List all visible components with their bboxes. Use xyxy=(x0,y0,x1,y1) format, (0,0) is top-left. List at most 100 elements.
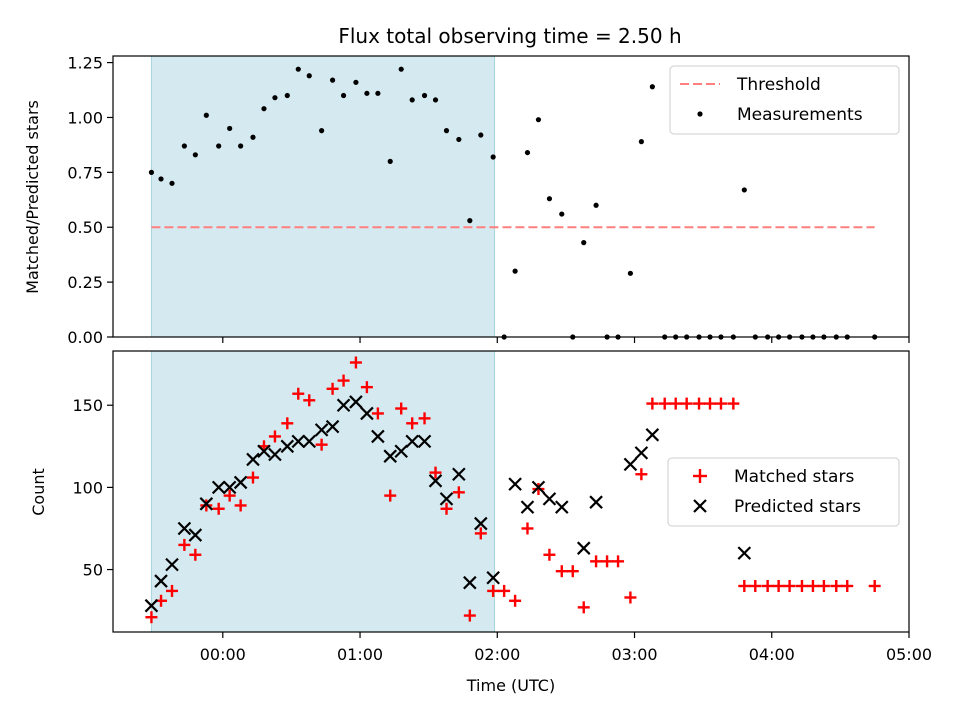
predicted-stars-point xyxy=(645,428,660,442)
predicted-legend-label: Predicted stars xyxy=(734,497,861,517)
measurement-point xyxy=(490,154,496,160)
matched-stars-point xyxy=(601,555,614,568)
predicted-stars-point xyxy=(257,444,271,459)
matched-stars-point xyxy=(166,584,179,597)
x-tick-label: 02:00 xyxy=(474,645,520,664)
y-tick-label: 0.50 xyxy=(67,218,103,237)
matched-stars-point xyxy=(680,397,693,410)
predicted-stars-point xyxy=(623,457,638,472)
matched-stars-point xyxy=(452,486,465,499)
predicted-stars-point xyxy=(439,492,454,506)
matched-stars-point xyxy=(395,402,408,415)
y-tick-label: 1.00 xyxy=(67,108,103,127)
predicted-stars-point xyxy=(268,447,282,462)
predicted-stars-point xyxy=(165,557,179,572)
measurement-point xyxy=(169,180,175,186)
matched-stars-point xyxy=(200,499,213,512)
matched-stars-point xyxy=(669,397,682,410)
y-tick-label: 0.00 xyxy=(67,328,103,347)
ratio-panel-frame xyxy=(112,55,910,338)
matched-stars-point xyxy=(234,499,247,512)
measurement-point xyxy=(649,84,655,90)
predicted-stars-point xyxy=(349,395,363,409)
ratio-panel: 0.00 0.25 0.50 0.75 1.00 1.25 Matched/Predict… xyxy=(23,54,910,347)
measurement-point xyxy=(432,97,439,103)
predicted-stars-point xyxy=(394,444,408,459)
matched-stars-point xyxy=(693,397,706,410)
matched-stars-point xyxy=(281,417,294,430)
matched-stars-point xyxy=(783,579,796,592)
matched-stars-point xyxy=(624,591,637,604)
matched-stars-point xyxy=(841,579,854,592)
matched-stars-point xyxy=(868,579,881,592)
matched-stars-point xyxy=(326,382,339,395)
measurement-point xyxy=(398,66,404,72)
predicted-stars-point xyxy=(383,449,398,463)
measurement-point xyxy=(524,149,531,156)
measurement-point xyxy=(741,187,747,193)
measurements-legend-label: Measurements xyxy=(737,105,863,125)
measurement-point xyxy=(261,106,267,112)
predicted-stars-point xyxy=(154,574,168,588)
observing-window-shade xyxy=(150,350,496,633)
predicted-stars-point xyxy=(576,541,591,555)
predicted-stars-point xyxy=(199,497,214,511)
predicted-stars-point xyxy=(144,598,159,613)
predicted-stars-point xyxy=(314,423,329,437)
matched-stars-point xyxy=(268,430,281,443)
y-tick-label: 0.75 xyxy=(67,163,103,182)
measurement-point xyxy=(638,139,644,145)
measurement-point xyxy=(227,125,233,132)
predicted-stars-point xyxy=(291,434,306,449)
predicted-stars-point xyxy=(417,434,432,449)
measurement-point xyxy=(158,176,164,182)
measurement-point xyxy=(627,270,634,276)
predicted-stars-point xyxy=(336,398,351,413)
measurement-point xyxy=(319,128,325,134)
measurement-point xyxy=(364,90,370,96)
y-tick-label: 0.25 xyxy=(67,273,103,292)
predicted-stars-point xyxy=(222,480,237,495)
measurement-point xyxy=(593,202,599,208)
predicted-stars-point xyxy=(233,475,248,490)
measurement-point xyxy=(353,79,359,85)
measurement-point xyxy=(375,90,381,96)
x-axis-label: Time (UTC) xyxy=(466,676,555,695)
counts-legend-box xyxy=(667,457,900,527)
ratio-legend-box xyxy=(669,65,900,135)
matched-stars-point xyxy=(738,579,751,592)
ratio-y-axis-label: Matched/Predicted stars xyxy=(23,100,42,294)
measurement-point xyxy=(421,92,428,99)
predicted-stars-point xyxy=(508,477,522,491)
matched-stars-point xyxy=(532,483,545,496)
chart-title: Flux total observing time = 2.50 h xyxy=(338,24,681,48)
measurement-point xyxy=(409,97,415,103)
matched-stars-point xyxy=(635,468,648,481)
matched-stars-point xyxy=(543,548,556,561)
predicted-stars-point xyxy=(211,480,226,495)
threshold-legend-label: Threshold xyxy=(736,75,821,95)
matched-stars-point xyxy=(292,387,305,400)
matched-stars-point xyxy=(337,374,350,387)
matched-stars-point xyxy=(246,471,259,484)
matched-stars-point xyxy=(440,502,453,515)
y-tick-label: 50 xyxy=(83,561,103,580)
measurement-point xyxy=(272,95,278,101)
matched-stars-point xyxy=(223,489,236,502)
observing-window-shade xyxy=(150,55,496,338)
matched-stars-point xyxy=(714,397,727,410)
predicted-stars-point xyxy=(177,521,192,536)
measurement-point xyxy=(284,92,290,99)
predicted-stars-point xyxy=(302,434,317,449)
matched-stars-point xyxy=(577,601,590,614)
measurement-point xyxy=(203,112,209,118)
x-tick-label: 03:00 xyxy=(611,645,657,664)
measurement-point xyxy=(467,218,473,224)
predicted-stars-point xyxy=(486,570,500,585)
matched-stars-point xyxy=(360,381,373,394)
measurements-legend-swatch xyxy=(697,111,703,117)
measurement-point xyxy=(192,152,198,158)
predicted-stars-point xyxy=(737,546,752,560)
measurement-point xyxy=(581,240,587,246)
